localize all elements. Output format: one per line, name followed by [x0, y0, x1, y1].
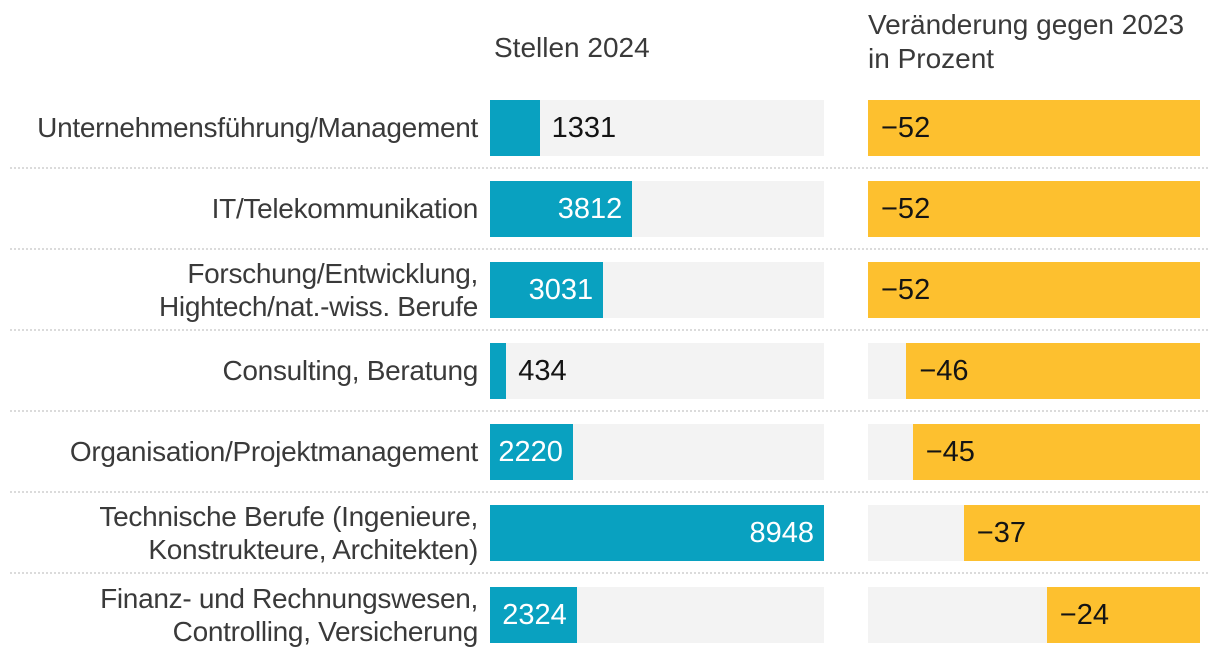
stellen-bar-track: 3031: [490, 261, 824, 318]
change-bar-track: −52: [868, 99, 1200, 156]
stellen-value-label: 2220: [498, 435, 563, 468]
change-bar: −24: [1046, 586, 1200, 643]
change-value-label: −52: [881, 111, 931, 144]
column-header-veraenderung: Veränderung gegen 2023 in Prozent: [868, 8, 1184, 76]
change-bar: −52: [868, 99, 1200, 156]
change-bar-track: −52: [868, 261, 1200, 318]
chart-row: IT/Telekommunikation 3812 −52: [10, 169, 1208, 250]
column-header-veraenderung-line2: in Prozent: [868, 43, 995, 74]
stellen-bar: [490, 180, 633, 237]
stellen-value-label: 1331: [551, 111, 617, 144]
change-value-label: −24: [1059, 598, 1109, 631]
change-value-label: −46: [919, 354, 969, 387]
chart-rows: Unternehmensführung/Management 1331 −52 …: [10, 88, 1208, 655]
category-label-line: IT/Telekommunikation: [211, 193, 479, 224]
change-bar-track: −24: [868, 586, 1200, 643]
stellen-bar-track: 3812: [490, 180, 824, 237]
change-value-label: −52: [881, 192, 931, 225]
stellen-bar-track: 1331: [490, 99, 824, 156]
chart-row: Forschung/Entwicklung, Hightech/nat.-wiss…: [10, 250, 1208, 331]
stellen-bar: [490, 342, 507, 399]
stellen-bar-track: 434: [490, 342, 824, 399]
change-bar: −52: [868, 261, 1200, 318]
category-label: Consulting, Beratung: [10, 354, 484, 387]
category-label: Forschung/Entwicklung, Hightech/nat.-wiss…: [10, 257, 484, 323]
column-header-veraenderung-line1: Veränderung gegen 2023: [868, 9, 1185, 40]
category-label: Technische Berufe (Ingenieure, Konstrukte…: [10, 500, 484, 566]
stellen-bar: [490, 423, 573, 480]
category-label: Organisation/Projektmanagement: [10, 435, 484, 468]
chart-row: Finanz- und Rechnungswesen, Controlling, …: [10, 574, 1208, 655]
category-label-line: Controlling, Versicherung: [172, 615, 479, 647]
change-bar: −46: [906, 342, 1200, 399]
stellen-bar: [490, 261, 604, 318]
change-value-label: −37: [976, 516, 1026, 549]
category-label: Unternehmensführung/Management: [10, 111, 484, 144]
stellen-bar: [490, 586, 577, 643]
chart-row: Organisation/Projektmanagement 2220 −45: [10, 412, 1208, 493]
change-bar: −52: [868, 180, 1200, 237]
stellen-value-label: 434: [518, 354, 567, 387]
change-bar-track: −45: [868, 423, 1200, 480]
chart-row: Technische Berufe (Ingenieure, Konstrukte…: [10, 493, 1208, 574]
stellen-value-label: 8948: [749, 516, 814, 549]
stellen-bar-track: 2324: [490, 586, 824, 643]
category-label: IT/Telekommunikation: [10, 192, 484, 225]
change-value-label: −52: [881, 273, 931, 306]
category-label-line: Consulting, Beratung: [222, 355, 478, 386]
stellen-value-label: 3812: [557, 192, 623, 225]
change-value-label: −45: [925, 435, 975, 468]
category-label-line: Forschung/Entwicklung,: [187, 257, 478, 289]
category-label-line: Hightech/nat.-wiss. Berufe: [158, 290, 478, 322]
stellen-value-label: 2324: [502, 598, 567, 631]
change-bar-track: −52: [868, 180, 1200, 237]
stellen-bar-track: 2220: [490, 423, 824, 480]
category-label-line: Technische Berufe (Ingenieure,: [99, 500, 478, 532]
change-bar: −45: [912, 423, 1200, 480]
stellen-bar: [490, 99, 540, 156]
chart-header: Stellen 2024 Veränderung gegen 2023 in P…: [0, 0, 1220, 88]
stellen-bar-track: 8948: [490, 504, 824, 561]
category-label-line: Organisation/Projektmanagement: [69, 436, 478, 467]
change-bar: −37: [963, 504, 1200, 561]
chart-row: Unternehmensführung/Management 1331 −52: [10, 88, 1208, 169]
category-label-line: Unternehmensführung/Management: [37, 112, 478, 143]
stellen-bar: [490, 504, 824, 561]
category-label-line: Konstrukteure, Architekten): [148, 533, 478, 565]
stellen-value-label: 3031: [528, 273, 594, 306]
change-bar-track: −37: [868, 504, 1200, 561]
category-label: Finanz- und Rechnungswesen, Controlling, …: [10, 582, 484, 648]
chart-row: Consulting, Beratung 434 −46: [10, 331, 1208, 412]
change-bar-track: −46: [868, 342, 1200, 399]
category-label-line: Finanz- und Rechnungswesen,: [100, 582, 478, 614]
column-header-stellen-2024: Stellen 2024: [494, 32, 650, 63]
